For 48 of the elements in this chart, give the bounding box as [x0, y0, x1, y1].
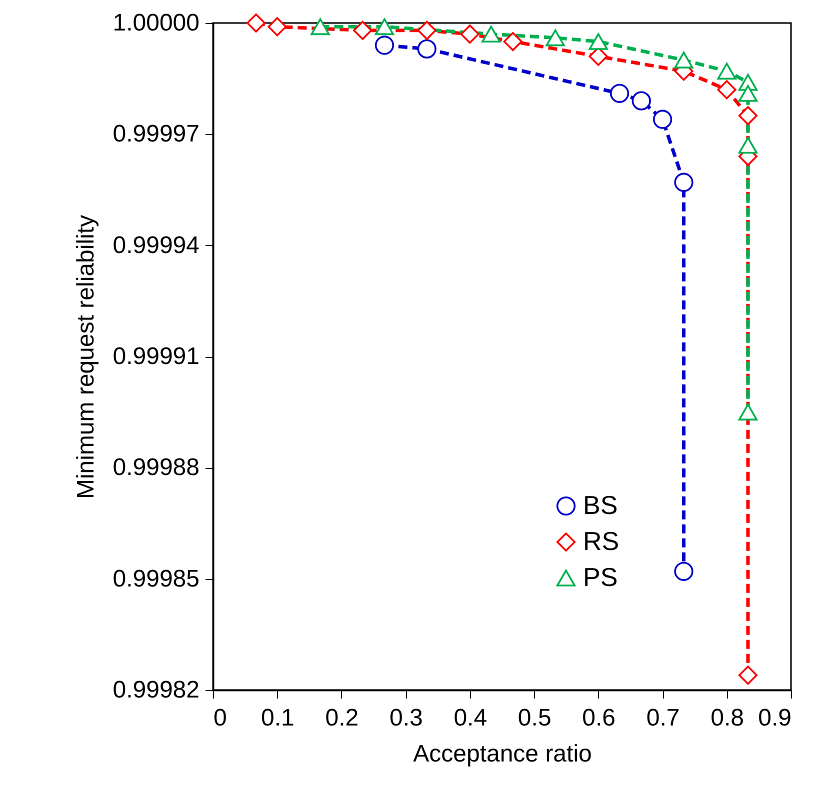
point [652, 110, 672, 129]
point [674, 172, 694, 192]
point [268, 17, 287, 36]
x-tick-label: 0.6 [582, 704, 616, 732]
y-tick-label: 0.99988 [112, 454, 200, 482]
y-tick-label: 0.99997 [112, 120, 200, 148]
point [717, 62, 736, 80]
x-tick-label: 0.8 [710, 704, 744, 732]
point [353, 20, 372, 40]
x-tick-label: 0.5 [518, 704, 552, 732]
x-axis-title: Acceptance ratio [413, 740, 592, 768]
point [374, 36, 394, 55]
point [503, 32, 522, 52]
point [374, 18, 394, 36]
point [738, 85, 758, 102]
point [632, 91, 651, 110]
y-tick-label: 0.99985 [112, 565, 200, 592]
x-tick-label: 0 [214, 704, 227, 732]
x-tick-label: 0.3 [389, 704, 423, 732]
x-tick-label: 0.2 [325, 704, 359, 732]
point [310, 18, 330, 36]
point [674, 52, 694, 68]
point [674, 562, 694, 581]
x-tick-label: 0.4 [454, 704, 488, 732]
legend-label: BS [583, 490, 618, 520]
x-tick-label: 0.7 [646, 704, 680, 732]
point [610, 84, 630, 103]
x-tick-label: 0.1 [261, 704, 294, 732]
point [546, 29, 565, 46]
point [738, 666, 758, 685]
point [417, 20, 436, 40]
point [588, 33, 608, 50]
point [738, 106, 758, 126]
y-tick-label: 0.99994 [112, 232, 200, 259]
point [460, 24, 480, 44]
point [717, 80, 736, 100]
point [738, 404, 758, 420]
y-tick-label: 0.99982 [112, 676, 200, 704]
legend-label: RS [583, 526, 620, 556]
point [738, 136, 758, 154]
point [482, 26, 501, 43]
point [246, 13, 266, 33]
y-tick-label: 0.99991 [112, 343, 200, 370]
y-axis-title: Minimum request reliability [72, 214, 100, 500]
point [417, 39, 436, 58]
x-tick-label: 0.9 [758, 704, 792, 732]
y-tick-label: 1.00000 [112, 10, 200, 36]
legend-label: PS [583, 562, 618, 592]
